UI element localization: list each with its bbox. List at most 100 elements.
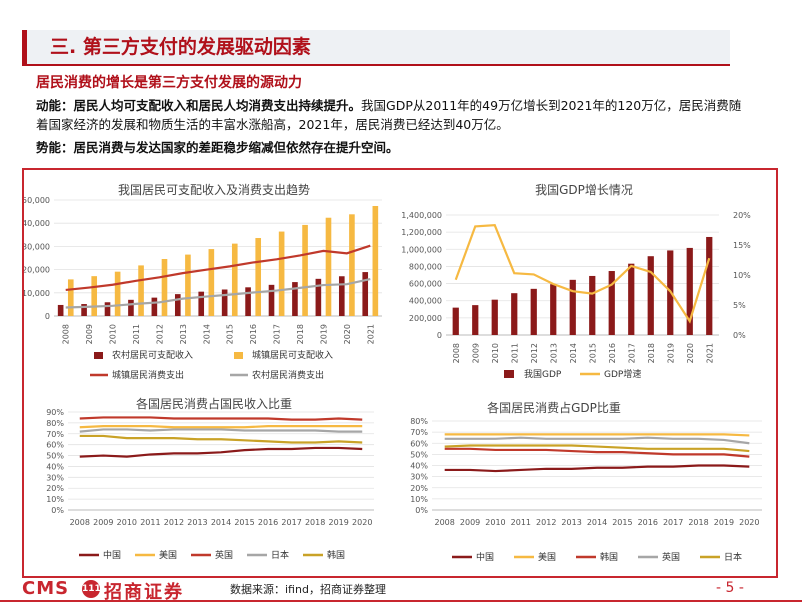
x-tick-label: 2016 [249, 324, 258, 344]
x-tick-label: 2018 [296, 324, 305, 344]
legend-label: 城镇居民可支配收入 [252, 349, 333, 361]
bar [208, 249, 215, 316]
series-line [444, 447, 750, 458]
series-line [444, 464, 750, 473]
x-tick-label: 2010 [109, 324, 118, 344]
chart-title: 各国居民消费占GDP比重 [487, 400, 621, 415]
legend-label: 日本 [271, 549, 289, 561]
bar [255, 238, 262, 316]
x-tick-label: 2016 [608, 343, 617, 363]
x-tick-label: 2019 [329, 518, 349, 527]
x-tick-label: 2020 [686, 343, 695, 363]
x-tick-label: 2009 [471, 343, 480, 363]
y2-tick-label: 10% [733, 271, 751, 280]
legend-label: 英国 [662, 551, 680, 563]
bar [104, 302, 111, 316]
y-tick-label: 50,000 [24, 196, 50, 205]
x-tick-label: 2008 [435, 518, 455, 527]
x-tick-label: 2011 [132, 324, 141, 344]
logo-cms-text: CMS [22, 578, 70, 599]
y2-tick-label: 5% [733, 301, 746, 310]
bar [511, 293, 518, 335]
x-tick-label: 2008 [70, 518, 90, 527]
y2-tick-label: 15% [733, 241, 751, 250]
y2-tick-label: 0% [733, 331, 746, 340]
chart-panel: 我国居民可支配收入及消费支出趋势 0 10,000 20,000 30,000 40,00… [22, 168, 778, 578]
x-tick-label: 2015 [588, 343, 597, 363]
title-bar [22, 30, 730, 66]
y-tick-label: 40,000 [24, 219, 50, 228]
y-tick-label: 0% [415, 506, 428, 515]
paragraph-momentum-body: 我国GDP从2011年的49万亿增长到2021年的120万亿，居民消费随着国家经… [36, 98, 742, 132]
x-tick-label: 2016 [638, 518, 658, 527]
bar [278, 231, 285, 316]
y-tick-label: 30% [410, 473, 428, 482]
bar [315, 278, 322, 316]
series-line [444, 436, 750, 445]
y-tick-label: 10% [410, 495, 428, 504]
y-tick-label: 30% [46, 473, 64, 482]
y-tick-label: 600,000 [409, 280, 442, 289]
x-tick-label: 2013 [179, 324, 188, 344]
bar [114, 271, 121, 316]
legend-label: 韩国 [600, 551, 618, 563]
bar [472, 305, 479, 335]
bar [338, 276, 345, 316]
bar [706, 236, 713, 335]
paragraph-momentum: 动能：居民人均可支配收入和居民人均消费支出持续提升。我国GDP从2011年的49… [36, 96, 752, 134]
bar [589, 275, 596, 335]
y-tick-label: 0% [51, 506, 64, 515]
y-tick-label: 20% [410, 484, 428, 493]
x-tick-label: 2018 [688, 518, 708, 527]
bar [530, 288, 537, 335]
series-line [65, 278, 371, 309]
series-line [79, 446, 363, 458]
x-tick-label: 2015 [612, 518, 632, 527]
bar [349, 214, 355, 316]
x-tick-label: 2019 [714, 518, 734, 527]
bar [372, 206, 379, 316]
bar [452, 307, 459, 335]
bar [161, 259, 168, 316]
bar [268, 284, 275, 316]
bar [221, 289, 228, 316]
x-tick-label: 2017 [627, 343, 636, 363]
bar [245, 287, 251, 316]
bar [569, 279, 576, 335]
y-tick-label: 70% [410, 428, 428, 437]
x-tick-label: 2009 [460, 518, 480, 527]
x-tick-label: 2010 [485, 518, 505, 527]
x-tick-label: 2012 [164, 518, 184, 527]
y-tick-label: 1,000,000 [401, 245, 442, 254]
bar [67, 279, 74, 316]
x-tick-label: 2012 [536, 518, 556, 527]
y-tick-label: 60% [46, 441, 64, 450]
legend-label: 城镇居民消费支出 [112, 369, 184, 381]
x-tick-label: 2013 [561, 518, 581, 527]
x-tick-label: 2009 [85, 324, 94, 344]
bar [198, 291, 205, 316]
x-tick-label: 2008 [62, 324, 71, 344]
legend-label: 美国 [159, 549, 177, 561]
legend-swatch [94, 352, 103, 359]
section-subtitle: 居民消费的增长是第三方支付发展的源动力 [36, 75, 302, 91]
legend-label: 中国 [476, 551, 494, 563]
x-tick-label: 2020 [352, 518, 372, 527]
bar [128, 299, 134, 316]
x-tick-label: 2008 [452, 343, 461, 363]
x-tick-label: 2013 [187, 518, 207, 527]
y-tick-label: 10,000 [24, 289, 50, 298]
legend-label: 农村居民消费支出 [252, 369, 324, 381]
bar [608, 271, 615, 335]
logo-badge-icon: 111 [82, 580, 101, 598]
series-line [65, 244, 371, 292]
bar [138, 265, 144, 316]
x-tick-label: 2021 [705, 343, 714, 363]
bottom-rule [0, 600, 802, 602]
x-tick-label: 2018 [647, 343, 656, 363]
bar [57, 304, 64, 316]
y-tick-label: 90% [46, 408, 64, 417]
page-number: - 5 - [716, 580, 744, 596]
x-tick-label: 2014 [587, 518, 607, 527]
bar [491, 299, 498, 335]
